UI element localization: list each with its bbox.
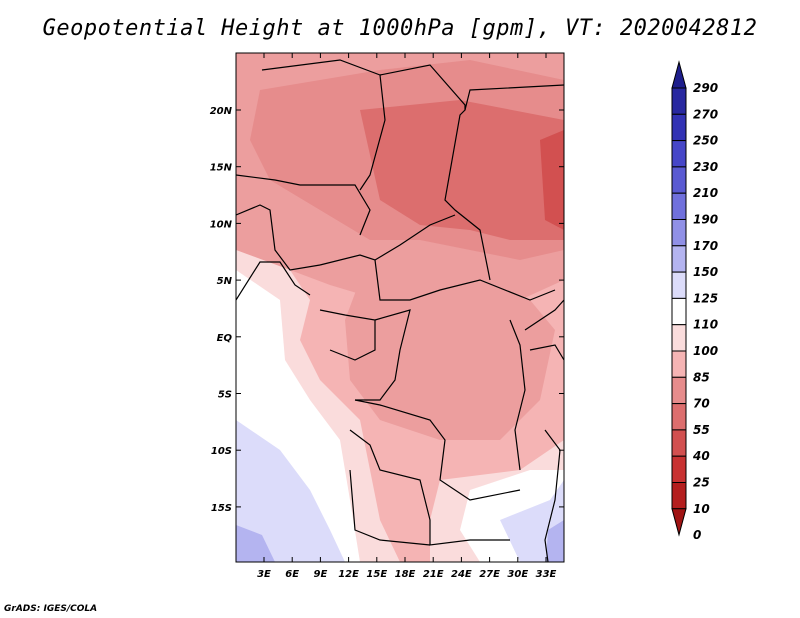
colorbar-swatch — [671, 140, 687, 168]
colorbar-swatch — [671, 113, 687, 142]
credit-label: GrADS: IGES/COLA — [4, 604, 98, 614]
colorbar-label: 125 — [693, 291, 718, 305]
colorbar-label: 210 — [693, 186, 718, 200]
lat-label: 5S — [218, 390, 232, 401]
colorbar-swatch — [671, 87, 687, 115]
lon-label: 9E — [314, 569, 328, 580]
colorbar-label: 150 — [693, 265, 718, 279]
lat-label: 10S — [211, 446, 232, 457]
colorbar-bottom-arrow — [671, 508, 687, 537]
lon-label: 18E — [395, 569, 416, 580]
colorbar-label: 250 — [693, 134, 718, 148]
colorbar-swatch — [671, 350, 687, 378]
colorbar-swatch — [671, 245, 687, 273]
colorbar-label: 40 — [692, 449, 710, 463]
lon-label: 24E — [451, 569, 472, 580]
colorbar: 2902702502302101901701501251101008570554… — [671, 60, 718, 542]
lon-label: 6E — [285, 569, 299, 580]
colorbar-label: 55 — [693, 423, 710, 437]
lon-label: 3E — [257, 569, 271, 580]
colorbar-swatch — [671, 192, 687, 220]
colorbar-swatch — [671, 271, 687, 299]
colorbar-swatch — [671, 455, 687, 484]
colorbar-label: 10 — [693, 502, 710, 516]
colorbar-label: 190 — [693, 213, 718, 227]
colorbar-label: 110 — [693, 318, 718, 332]
lat-label: EQ — [217, 333, 233, 344]
colorbar-label: 290 — [693, 81, 718, 95]
colorbar-label: 100 — [693, 344, 718, 358]
colorbar-label: 25 — [693, 476, 710, 490]
colorbar-label: 0 — [693, 528, 701, 542]
lon-label: 12E — [338, 569, 359, 580]
colorbar-swatch — [671, 324, 687, 352]
lon-label: 21E — [423, 569, 444, 580]
lat-label: 10N — [210, 219, 233, 230]
colorbar-label: 70 — [693, 397, 710, 411]
colorbar-swatch — [671, 482, 687, 510]
colorbar-top-arrow — [671, 60, 687, 89]
lon-label: 30E — [507, 569, 528, 580]
map-title: Geopotential Height at 1000hPa [gpm], VT… — [42, 16, 758, 41]
lat-label: 5N — [217, 276, 233, 287]
colorbar-swatch — [671, 297, 687, 326]
colorbar-swatch — [671, 376, 687, 405]
latitude-axis: 20N 15N 10N 5N EQ 5S 10S 15S — [210, 106, 564, 514]
lon-label: 15E — [366, 569, 387, 580]
colorbar-swatch — [671, 219, 687, 247]
colorbar-label: 230 — [693, 160, 718, 174]
map-frame — [235, 52, 565, 563]
lat-label: 15S — [211, 503, 232, 514]
colorbar-swatch — [671, 403, 687, 431]
colorbar-swatch — [671, 166, 687, 194]
lon-label: 27E — [479, 569, 500, 580]
lon-label: 33E — [536, 569, 557, 580]
colorbar-swatch — [671, 429, 687, 457]
colorbar-label: 85 — [693, 370, 710, 384]
longitude-axis: 3E 6E 9E 12E 15E 18E 21E 24E 27E 30E 33E — [257, 53, 557, 580]
lat-label: 15N — [210, 163, 233, 174]
lat-label: 20N — [210, 106, 233, 117]
height-field — [236, 53, 564, 562]
colorbar-label: 170 — [693, 239, 718, 253]
colorbar-label: 270 — [693, 107, 718, 121]
